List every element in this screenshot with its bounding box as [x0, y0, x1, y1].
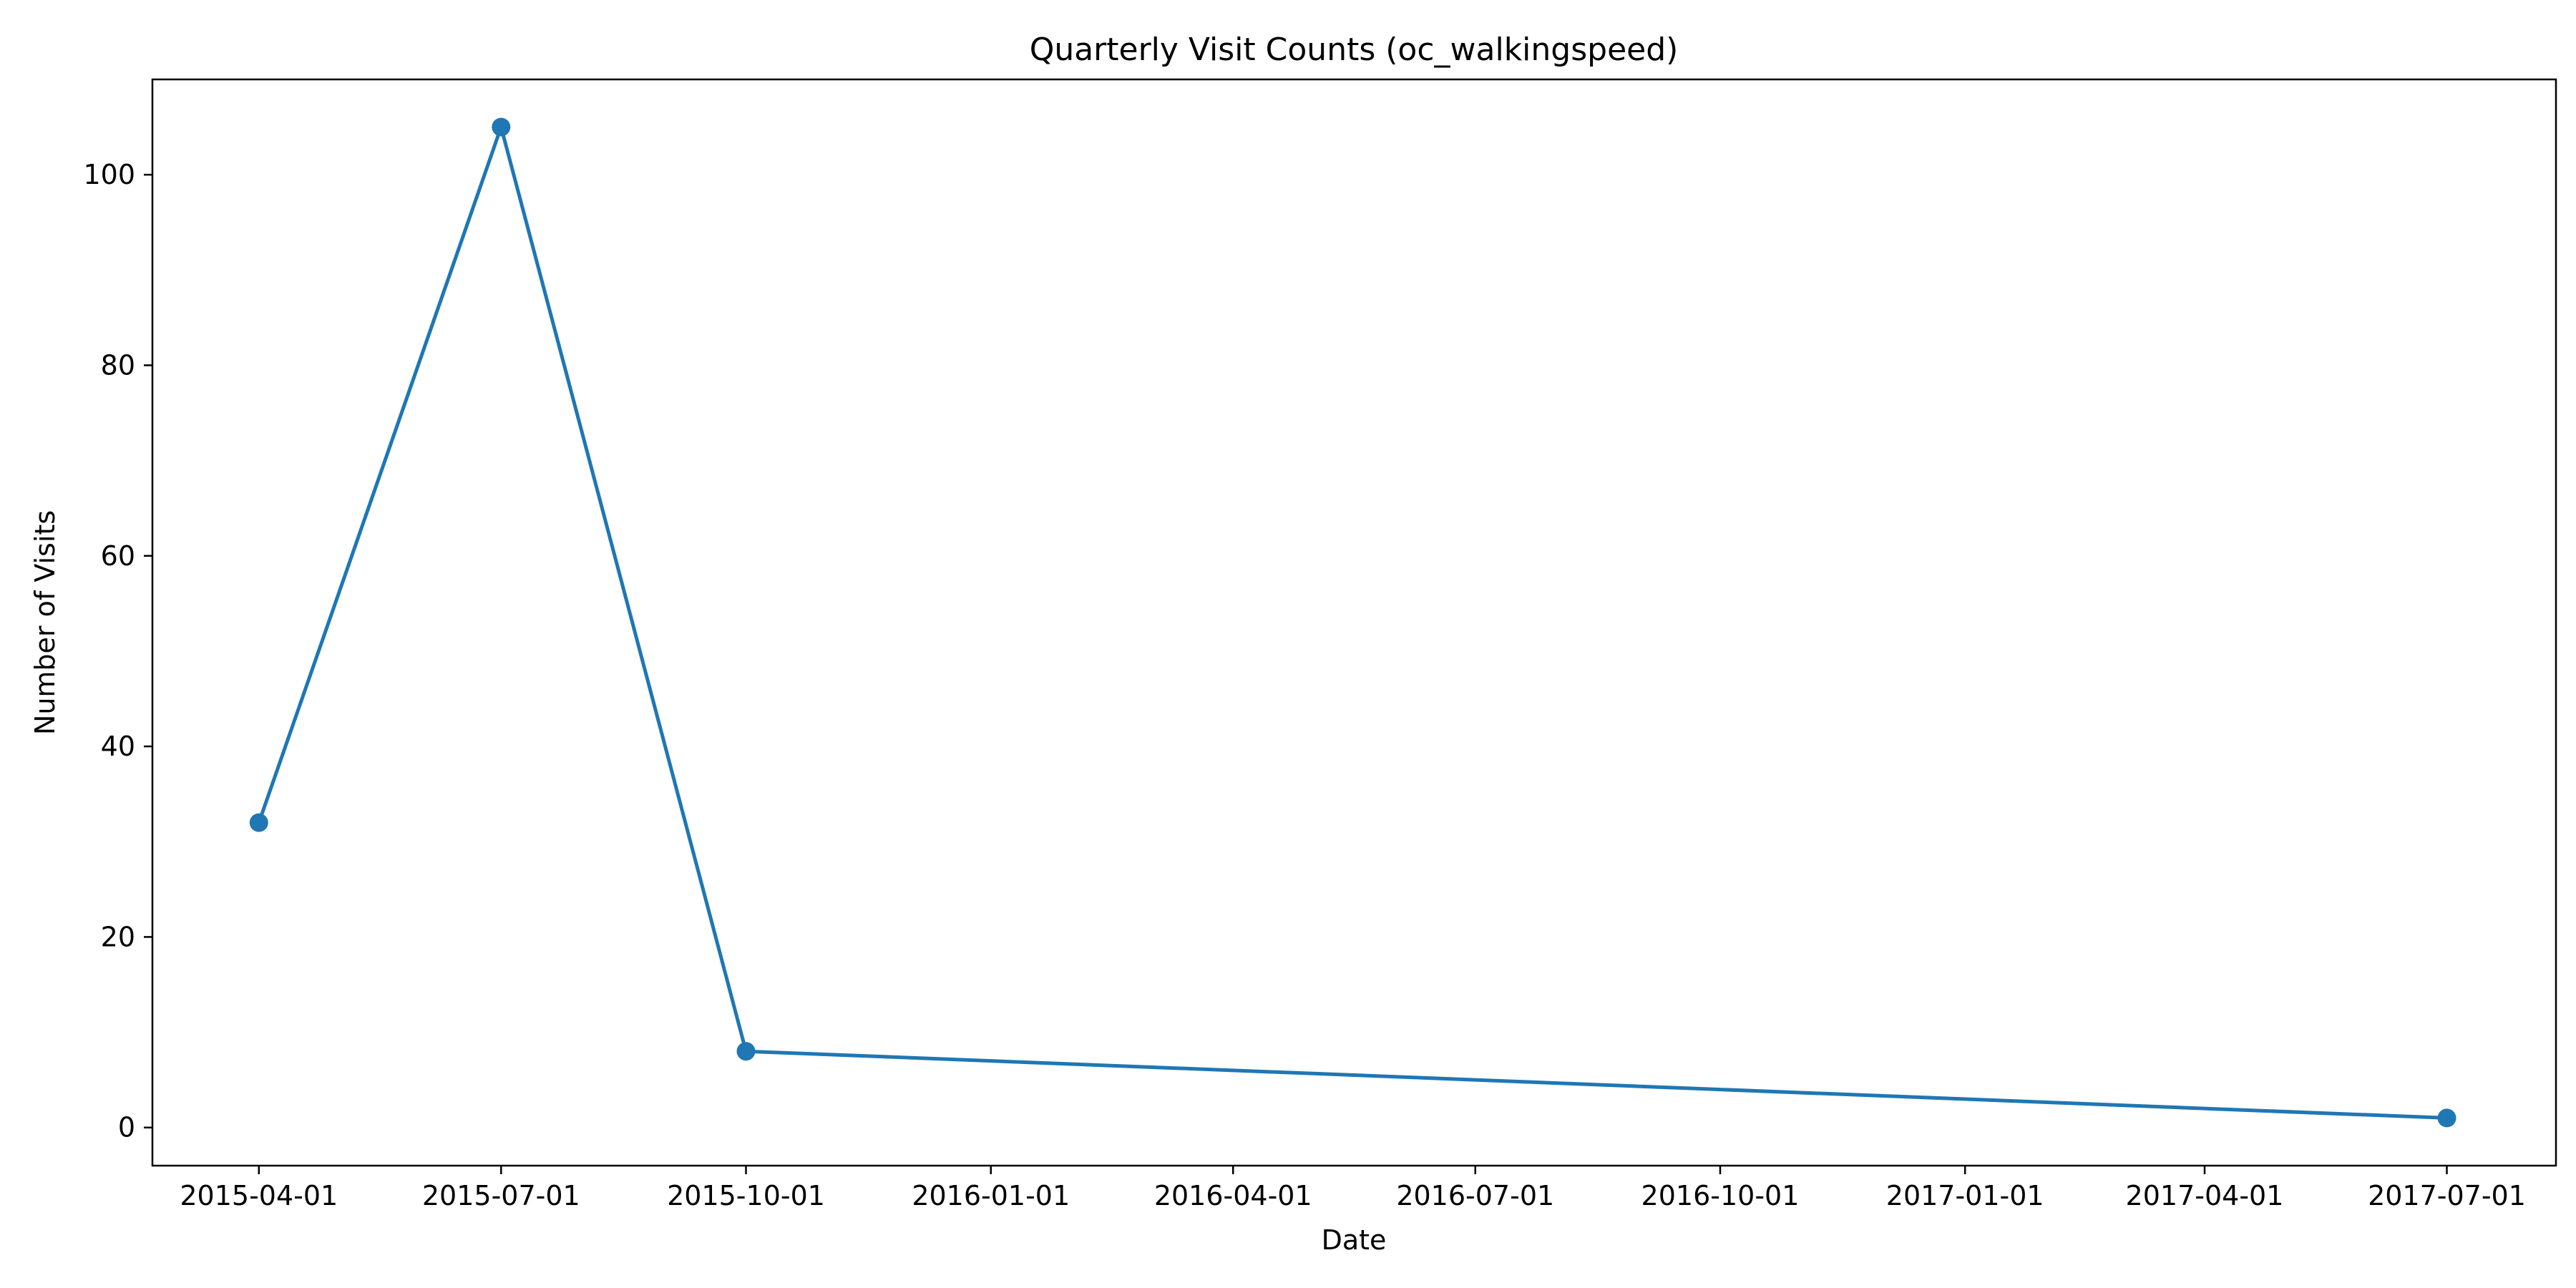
- data-point: [2437, 1108, 2457, 1128]
- y-tick-label: 20: [101, 921, 135, 952]
- series-layer: [249, 117, 2457, 1128]
- y-tick-label: 60: [101, 540, 135, 572]
- x-tick-label: 2016-10-01: [1641, 1180, 1800, 1211]
- data-point: [736, 1042, 756, 1061]
- x-axis-ticks: 2015-04-01 2015-07-01 2015-10-01 2016-01-01…: [180, 1166, 2526, 1211]
- x-tick-label: 2016-04-01: [1154, 1180, 1312, 1211]
- y-axis-ticks: 0 20 40 60 80 100: [83, 159, 152, 1143]
- series-line: [257, 125, 2447, 1120]
- x-tick-label: 2016-01-01: [912, 1180, 1070, 1211]
- x-tick-label: 2015-07-01: [422, 1180, 580, 1211]
- y-tick-label: 100: [83, 159, 135, 190]
- y-axis-label: Number of Visits: [29, 510, 61, 735]
- chart-title: Quarterly Visit Counts (oc_walkingspeed): [1030, 31, 1679, 68]
- plot-area-frame: [151, 78, 2557, 1167]
- y-tick-label: 0: [118, 1112, 135, 1143]
- x-tick-label: 2015-04-01: [180, 1180, 338, 1211]
- x-axis-label: Date: [1322, 1224, 1387, 1256]
- x-tick-label: 2017-01-01: [1886, 1180, 2044, 1211]
- x-tick-label: 2017-04-01: [2126, 1180, 2284, 1211]
- y-tick-label: 40: [101, 731, 135, 762]
- x-tick-label: 2016-07-01: [1396, 1180, 1554, 1211]
- data-point: [492, 117, 511, 137]
- x-tick-label: 2017-07-01: [2368, 1180, 2526, 1211]
- y-tick-label: 80: [101, 349, 135, 381]
- x-tick-label: 2015-10-01: [667, 1180, 825, 1211]
- data-point: [249, 813, 268, 832]
